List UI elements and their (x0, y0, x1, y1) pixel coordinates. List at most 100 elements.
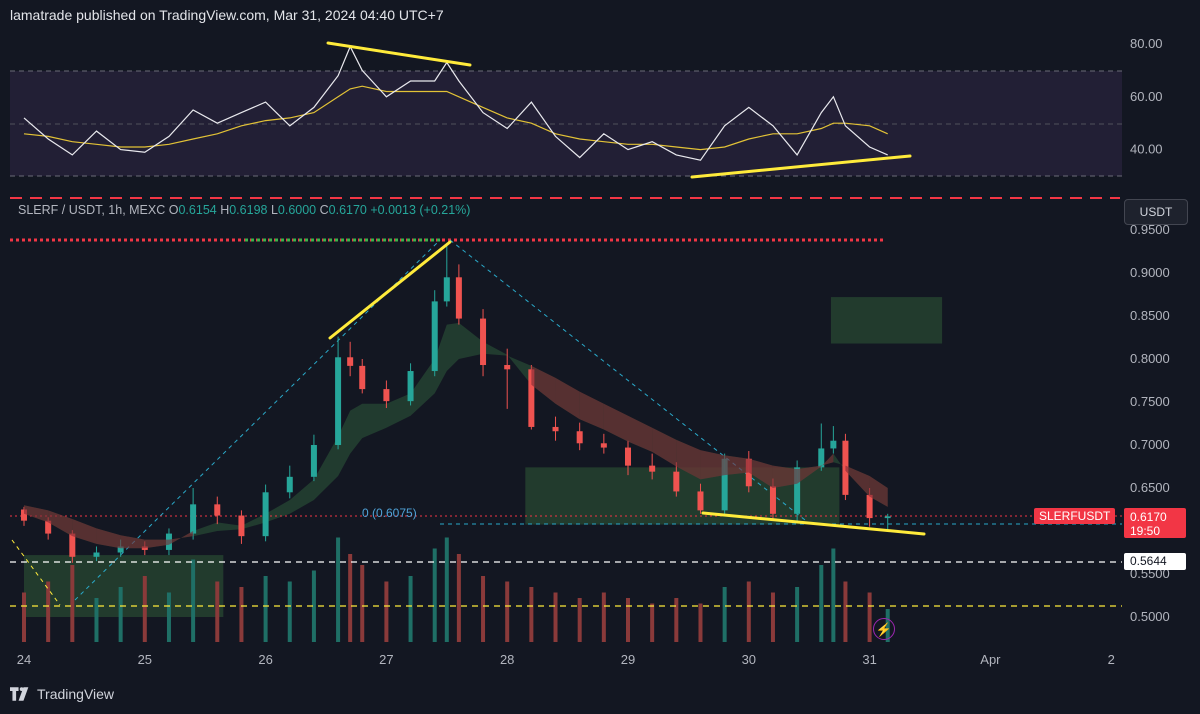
legend-symbol: SLERF / USDT, 1h, MEXC (18, 203, 166, 217)
candle-body (818, 448, 825, 468)
volume-bar (529, 587, 534, 642)
candle-body (600, 443, 607, 448)
volume-bar (22, 592, 26, 642)
volume-bar (311, 570, 316, 642)
candle-body (673, 471, 680, 492)
volume-bar (577, 598, 582, 642)
time-tick-label: 28 (500, 652, 514, 667)
ema-ribbon-bear (628, 415, 653, 452)
candle-body (214, 504, 221, 516)
rsi-tick-label: 40.00 (1130, 142, 1163, 157)
time-tick-label: 2 (1108, 652, 1115, 667)
candle-body (649, 465, 656, 472)
time-tick-label: 26 (258, 652, 272, 667)
legend-close: 0.6170 (328, 203, 367, 217)
volume-bar (674, 598, 679, 642)
volume-bar (336, 537, 341, 642)
demand-zone (830, 297, 943, 344)
price-tick-label: 0.5000 (1130, 609, 1170, 624)
candle-body (310, 445, 317, 477)
candle-body (455, 277, 462, 319)
legend-open: 0.6154 (178, 203, 217, 217)
volume-bar (795, 587, 800, 642)
volume-bar (360, 565, 365, 642)
time-tick-label: 24 (17, 652, 31, 667)
volume-bar (263, 576, 268, 642)
volume-bar (239, 587, 244, 642)
candle-body (238, 515, 245, 537)
volume-bar (867, 592, 872, 642)
time-tick-label: 31 (862, 652, 876, 667)
rsi-ma-line (23, 85, 888, 151)
volume-bar (384, 581, 389, 642)
candle-body (383, 389, 390, 402)
price-divergence-bottom (701, 511, 926, 536)
price-tick-label: 0.6500 (1130, 480, 1170, 495)
volume-bar (601, 592, 606, 642)
candle-body (504, 365, 511, 370)
candle-body (286, 476, 293, 493)
candle-body (625, 447, 631, 466)
rsi-tick-label: 80.00 (1130, 36, 1163, 51)
tradingview-watermark[interactable]: TradingView (10, 686, 114, 702)
time-tick-label: 30 (742, 652, 756, 667)
volume-bar (650, 603, 655, 642)
volume-bar (698, 603, 703, 642)
candle-body (190, 504, 197, 534)
ema-ribbon-bear (797, 465, 822, 484)
symbol-price-tag: SLERFUSDT (1034, 508, 1116, 524)
candle-body (697, 491, 704, 511)
candle-body (745, 458, 752, 487)
volume-bar (408, 576, 413, 642)
ema-ribbon-bear (845, 465, 870, 497)
volume-bar (843, 581, 848, 642)
ema-ribbon-bear (579, 391, 604, 430)
ema-ribbon-bear (821, 453, 834, 467)
volume-bar (348, 554, 353, 642)
time-tick-label: 25 (138, 652, 152, 667)
publisher-header: lamatrade published on TradingView.com, … (10, 7, 444, 23)
lightning-icon[interactable]: ⚡ (873, 618, 895, 640)
watermark-text: TradingView (37, 686, 115, 702)
ema-ribbon-bear (676, 439, 701, 480)
price-tick-label: 0.7500 (1130, 394, 1170, 409)
ema-ribbon-bear (652, 427, 677, 467)
time-tick-label: 27 (379, 652, 393, 667)
candle-body (45, 520, 52, 534)
volume-bar (456, 554, 461, 642)
volume-bar (505, 581, 510, 642)
ema-ribbon-bear (24, 505, 49, 523)
volume-bar (70, 565, 75, 642)
annotations[interactable] (326, 41, 926, 536)
legend-high: 0.6198 (229, 203, 268, 217)
ema-ribbon-bear (120, 535, 145, 549)
ema-ribbon-bear (724, 455, 749, 476)
candle-body (335, 357, 342, 445)
ema-ribbon-bear (96, 528, 121, 549)
main-pane: 0.9500 0.9000 0.8500 0.8000 0.7500 0.7000 0.65… (10, 222, 1170, 667)
ema-ribbon-bear (168, 531, 194, 545)
candle-body (21, 509, 27, 521)
ema-ribbon-bear (603, 403, 628, 442)
volume-bar (432, 548, 437, 642)
volume-bar (118, 587, 123, 642)
rsi-tick-label: 60.00 (1130, 89, 1163, 104)
volume-bar (553, 592, 558, 642)
ema-ribbon-bear (48, 510, 73, 537)
candle-body (866, 494, 873, 519)
ema-ribbon-bear (72, 518, 97, 544)
level-price-tag: 0.5644 (1124, 553, 1186, 570)
price-tick-label: 0.8500 (1130, 308, 1170, 323)
time-tick-label: 29 (621, 652, 635, 667)
volume-bar (626, 598, 630, 642)
ema-ribbon-bear (144, 539, 169, 549)
volume-bar (481, 576, 486, 642)
currency-button[interactable]: USDT (1124, 199, 1188, 225)
volume-bar (831, 548, 836, 642)
candle-body (407, 371, 414, 402)
price-divergence-top (328, 240, 452, 340)
price-tick-label: 0.9000 (1130, 265, 1170, 280)
ema-ribbon-bear (531, 365, 556, 404)
price-tick-label: 0.8000 (1130, 351, 1170, 366)
